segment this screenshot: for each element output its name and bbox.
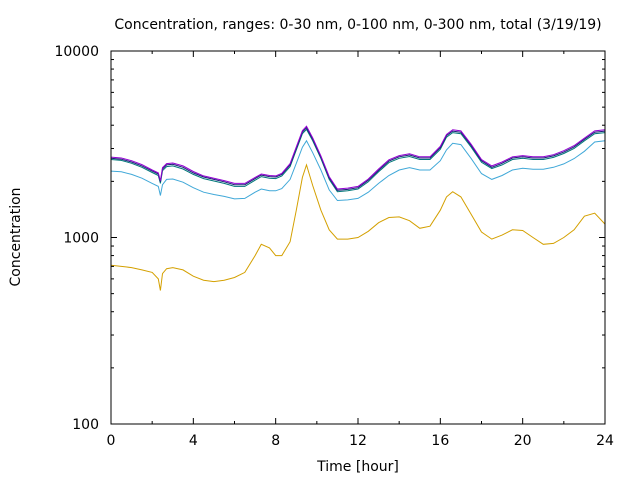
x-tick-label: 20: [514, 433, 532, 449]
y-tick-label: 10000: [54, 44, 99, 60]
y-tick-label: 100: [72, 417, 99, 433]
chart-title: Concentration, ranges: 0-30 nm, 0-100 nm…: [114, 17, 601, 33]
x-tick-label: 12: [349, 433, 367, 449]
series-line-1: [110, 163, 606, 291]
x-axis-label: Time [hour]: [316, 459, 399, 475]
series-line-3: [110, 128, 606, 193]
y-axis-label: Concentration: [8, 187, 24, 286]
series-layer: [110, 125, 606, 291]
series-line-4: [110, 126, 606, 191]
y-tick-label: 1000: [63, 231, 99, 247]
x-tick-label: 24: [596, 433, 614, 449]
x-tick-label: 8: [271, 433, 280, 449]
series-line-5: [110, 125, 606, 190]
series-line-2: [110, 139, 606, 202]
tick-layer: 0 4 8 12 16 20 24 100 1000 10000: [54, 44, 614, 449]
x-tick-label: 0: [107, 433, 116, 449]
x-tick-label: 4: [189, 433, 198, 449]
x-tick-label: 16: [431, 433, 449, 449]
